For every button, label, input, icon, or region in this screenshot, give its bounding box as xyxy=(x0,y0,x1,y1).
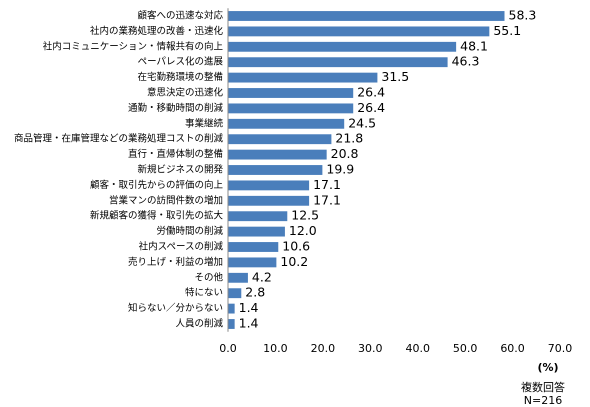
bar xyxy=(228,272,248,283)
y-tick-label: 営業マンの訪問件数の増加 xyxy=(109,194,223,206)
value-label: 58.3 xyxy=(509,8,537,23)
bar xyxy=(228,103,354,114)
y-tick-label: 顧客への迅速な対応 xyxy=(137,10,223,22)
bar xyxy=(228,257,277,268)
value-label: 21.8 xyxy=(335,131,363,146)
bar xyxy=(228,195,310,206)
y-tick-label: 労働時間の削減 xyxy=(156,225,223,237)
value-label: 26.4 xyxy=(357,85,385,100)
y-tick-label: 顧客・取引先からの評価の向上 xyxy=(90,179,224,191)
y-tick-label: 社内の業務処理の改善・迅速化 xyxy=(90,25,224,37)
value-label: 4.2 xyxy=(252,269,272,284)
value-label: 12.5 xyxy=(291,208,319,223)
bar xyxy=(228,319,235,329)
value-label: 48.1 xyxy=(460,38,488,53)
y-tick-label: 知らない／分からない xyxy=(128,302,223,314)
y-tick-label: 売り上げ・利益の増加 xyxy=(128,256,223,268)
y-tick-label: 新規ビジネスの開発 xyxy=(137,164,223,176)
y-tick-label: 特にない xyxy=(185,287,223,299)
value-label: 31.5 xyxy=(381,69,409,84)
y-tick-label: ペーパレス化の進展 xyxy=(138,56,224,68)
value-label: 19.9 xyxy=(326,162,354,177)
y-tick-label: 在宅勤務環境の整備 xyxy=(137,71,223,83)
bar xyxy=(228,118,345,129)
bar xyxy=(228,242,279,252)
bar xyxy=(228,134,332,145)
value-label: 10.6 xyxy=(282,239,310,254)
value-label: 26.4 xyxy=(357,100,385,115)
bar xyxy=(228,303,235,314)
bar xyxy=(228,226,285,237)
value-label: 10.2 xyxy=(280,254,308,269)
note: N=216 xyxy=(524,394,562,407)
x-tick-label: 50.0 xyxy=(453,342,478,355)
bar xyxy=(228,88,354,98)
x-tick-label: 70.0 xyxy=(548,342,573,355)
value-label: 55.1 xyxy=(493,23,521,38)
x-tick-label: 40.0 xyxy=(405,342,430,355)
bar xyxy=(228,180,310,191)
bar xyxy=(228,57,448,68)
y-tick-label: 事業継続 xyxy=(185,117,224,129)
value-label: 12.0 xyxy=(289,223,317,238)
x-tick-label: 60.0 xyxy=(500,342,525,355)
x-tick-label: 0.0 xyxy=(219,342,237,355)
y-tick-label: 意思決定の迅速化 xyxy=(147,87,224,99)
y-tick-label: 商品管理・在庫管理などの業務処理コストの削減 xyxy=(14,133,224,145)
bar xyxy=(228,165,323,175)
bar xyxy=(228,41,457,52)
y-tick-label: 人員の削減 xyxy=(175,318,223,330)
bar xyxy=(228,72,378,83)
y-tick-label: 社内コミュニケーション・情報共有の向上 xyxy=(43,40,224,52)
x-tick-label: 20.0 xyxy=(311,342,336,355)
value-label: 1.4 xyxy=(239,316,259,331)
bar xyxy=(228,11,505,21)
x-tick-label: 30.0 xyxy=(358,342,383,355)
x-tick-label: 10.0 xyxy=(263,342,288,355)
bar xyxy=(228,288,242,299)
value-label: 1.4 xyxy=(239,300,259,315)
y-tick-label: その他 xyxy=(194,271,223,283)
value-label: 24.5 xyxy=(348,115,376,130)
value-label: 17.1 xyxy=(313,177,341,192)
value-label: 17.1 xyxy=(313,192,341,207)
value-label: 2.8 xyxy=(245,285,265,300)
y-tick-label: 新規顧客の獲得・取引先の拡大 xyxy=(90,210,224,222)
bar xyxy=(228,211,288,222)
bar xyxy=(228,26,490,37)
bar xyxy=(228,149,327,160)
value-label: 46.3 xyxy=(452,54,480,69)
note: 複数回答 xyxy=(521,380,565,394)
y-tick-label: 直行・直帰体制の整備 xyxy=(128,148,223,160)
value-label: 20.8 xyxy=(331,146,359,161)
y-tick-label: 通勤・移動時間の削減 xyxy=(128,102,224,114)
y-tick-label: 社内スペースの削減 xyxy=(139,241,224,253)
x-axis-label: (%) xyxy=(537,361,558,374)
